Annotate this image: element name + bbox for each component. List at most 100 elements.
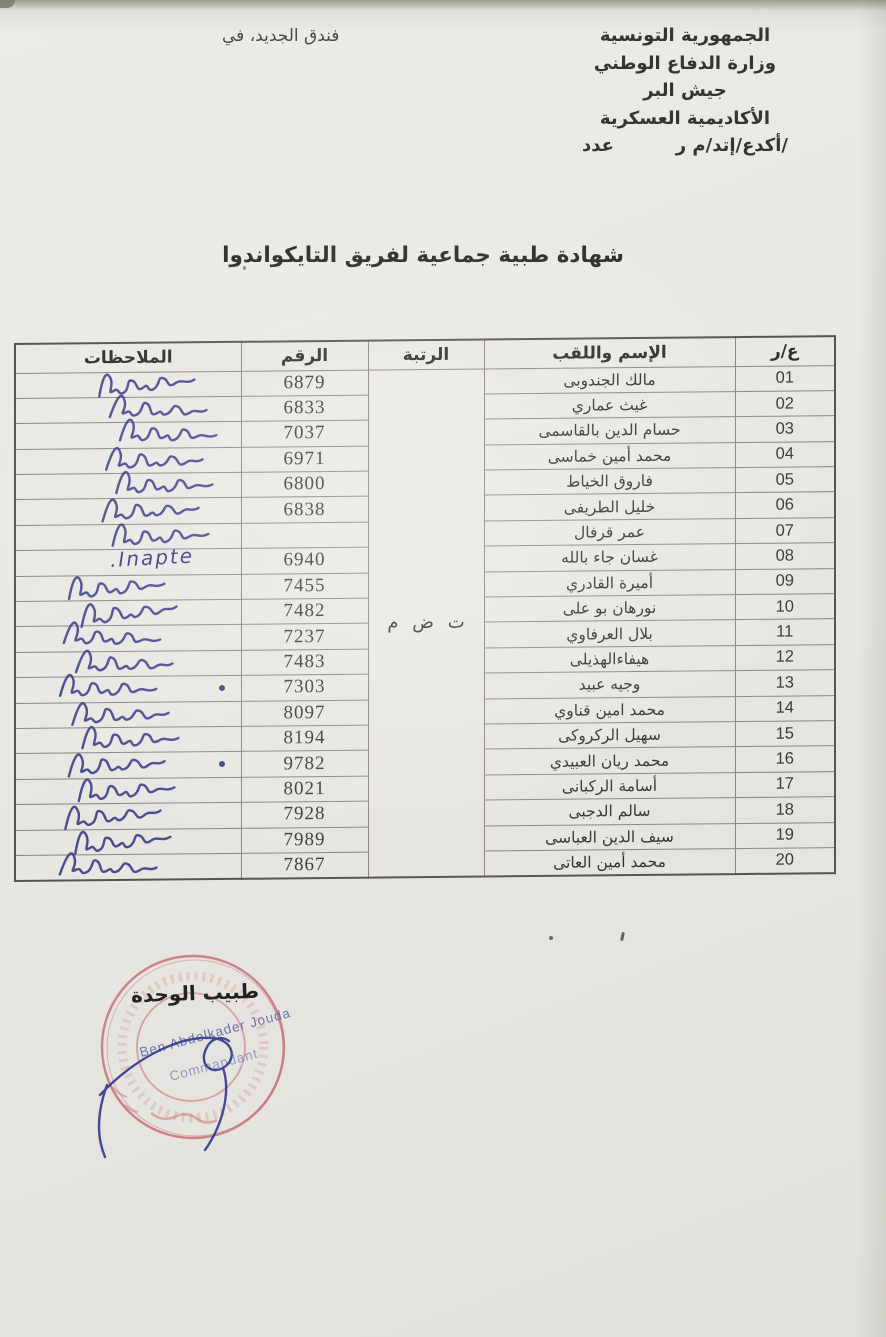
cell-name: بلال العرفاوي [484,619,735,648]
cell-number: 7928 [241,801,368,828]
cell-index: 07 [735,517,835,544]
cell-notes [15,828,241,856]
reference-value: /أكدع/إتد/م ر [675,135,788,156]
cell-index: 14 [735,695,835,722]
cell-index: 08 [735,542,835,570]
cell-number: 7237 [241,623,368,651]
cell-name: محمد ريان العبيدي [484,746,735,775]
ink-speck [549,936,553,940]
cell-name: محمد أمين العاتى [484,848,735,877]
cell-notes [15,574,241,602]
letterhead-block: الجمهورية التونسية وزارة الدفاع الوطني ج… [576,22,794,160]
handwritten-place-note: فندق الجديد، في [222,26,340,46]
cell-notes [15,371,241,399]
letterhead-academy: الأكاديمية العسكرية [599,107,771,129]
cell-index: 05 [735,466,835,494]
cell-index: 20 [735,847,835,874]
cell-notes [15,726,241,754]
cell-number: 8194 [241,725,368,752]
roster-table-body: 01 مالك الجندوبى ت ض م 6879 02 غيث عماري … [15,365,835,881]
cell-number: 8097 [241,699,368,727]
cell-name: هيفاءالهذيلى [484,645,735,674]
col-header-rank: الرتبة [368,339,484,370]
stamp-doctor-name-text: Ben Abdelkader Jouda [138,1005,292,1060]
stamp-doctor-grade-text: Commandant [168,1046,260,1084]
cell-notes [15,447,241,475]
cell-index: 09 [735,568,835,595]
cell-index: 10 [735,593,835,620]
document-title: شهادة طبية جماعية لفريق التايكواندوا [222,243,624,268]
cell-index: 02 [735,390,835,417]
cell-notes [15,472,241,500]
cell-name: أميرة القادري [484,569,735,598]
cell-notes [15,752,241,780]
cell-index: 03 [735,415,835,443]
letterhead-ministry: وزارة الدفاع الوطني [593,52,777,74]
rank-merged-cell: ت ض م [368,368,484,878]
cell-index: 06 [735,492,835,519]
cell-number: 6800 [241,471,368,498]
cell-number: 6971 [241,445,368,473]
letterhead-army: جيش البر [643,80,727,101]
cell-index: 13 [735,669,835,697]
pen-dot-mark [218,685,225,692]
cell-name: محمد امين قناوي [484,696,735,724]
cell-notes [15,497,241,526]
cell-name: نورهان بو على [484,594,735,623]
cell-number: 7455 [241,572,368,600]
cell-index: 04 [735,441,835,468]
cell-number: 7867 [241,852,368,879]
cell-notes [15,396,241,424]
cell-notes [15,700,241,729]
cell-index: 01 [735,365,835,392]
cell-name: أسامة الركبانى [484,772,735,801]
cell-notes [15,650,241,678]
cell-index: 12 [735,644,835,671]
cell-number: 7482 [241,598,368,625]
cell-number: 6833 [241,394,368,422]
letterhead-republic: الجمهورية التونسية [599,25,771,46]
cell-number: 6879 [241,369,368,397]
cell-name: خليل الطريفى [484,493,735,521]
cell-notes [15,853,241,881]
scan-corner-shadow [0,0,15,8]
ink-speck [243,266,246,270]
cell-notes [15,625,241,653]
pen-dot-mark [218,761,225,768]
cell-notes: Inapte. [15,544,241,577]
roster-table-wrap: ع/ر الإسم واللقب الرتبة الرقم الملاحظات … [14,335,836,882]
cell-name: سالم الدجبى [484,797,735,826]
cell-notes [15,422,241,450]
cell-name: غيث عماري [484,391,735,420]
cell-name: سيف الدين العباسى [484,823,735,851]
cell-name: وجيه عبيد [484,670,735,699]
col-header-number: الرقم [241,340,368,371]
cell-name: محمد أمين خماسى [484,442,735,471]
cell-index: 11 [735,619,835,646]
cell-number: 7037 [241,420,368,447]
cell-name: حسام الدين بالقاسمى [484,416,735,445]
unit-doctor-label: طبيب الوحدة [130,978,260,1008]
ink-speck [620,931,625,942]
cell-index: 15 [735,720,835,747]
cell-number: 9782 [241,750,368,778]
cell-number: 6940 [241,547,368,574]
cell-notes [15,676,241,704]
cell-number: 7303 [241,674,368,701]
cell-number [241,521,368,549]
cell-index: 19 [735,822,835,849]
cell-number: 8021 [241,775,368,803]
roster-table: ع/ر الإسم واللقب الرتبة الرقم الملاحظات … [14,335,836,882]
cell-index: 17 [735,771,835,798]
cell-name: عمر قرفال [484,518,735,547]
cell-number: 7483 [241,648,368,676]
cell-index: 16 [735,745,835,773]
cell-name: مالك الجندوبى [484,366,735,394]
col-header-notes: الملاحظات [15,341,241,373]
cell-number: 7989 [241,826,368,854]
cell-notes [15,777,241,805]
col-header-index: ع/ر [735,336,835,367]
cell-number: 6838 [241,496,368,524]
cell-name: سهيل الركروكى [484,721,735,750]
